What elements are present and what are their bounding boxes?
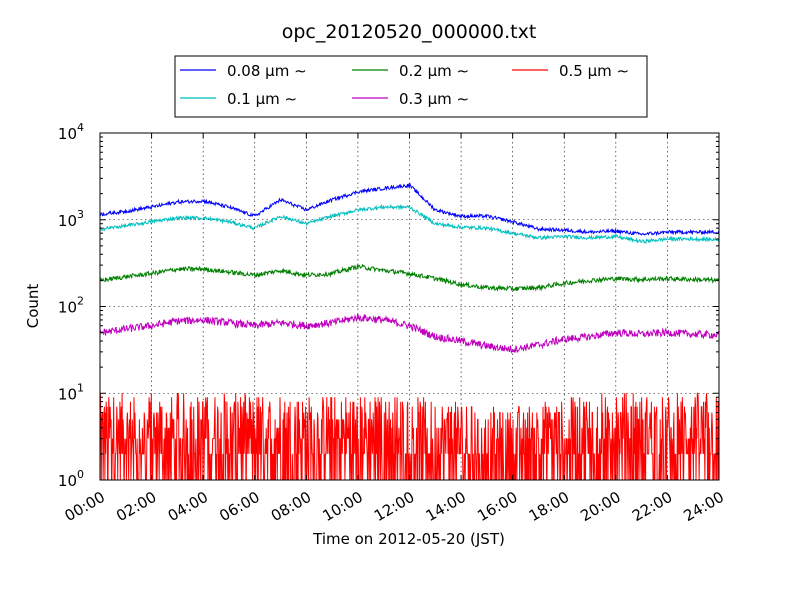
series-line-5	[100, 392, 719, 480]
legend: 0.08 µm ∼ 0.1 µm ∼ 0.2 µm ∼ 0.3 µm ∼ 0.5 µm …	[174, 55, 648, 118]
plot-lines	[100, 182, 719, 480]
y-tick-label: 101	[58, 381, 84, 403]
series-line-3	[100, 263, 719, 292]
series-line-4	[100, 313, 719, 354]
legend-label-2: 0.1 µm ∼	[227, 90, 297, 108]
chart-title: opc_20120520_000000.txt	[282, 21, 537, 43]
legend-label-3: 0.2 µm ∼	[399, 62, 469, 80]
legend-label-5: 0.5 µm ∼	[559, 62, 629, 80]
y-tick-label: 104	[58, 121, 84, 143]
series-line-2	[100, 203, 719, 244]
y-tick-label: 103	[58, 208, 84, 230]
y-axis-label: Count	[24, 284, 42, 329]
y-axis: 100 101 102 103 104	[58, 121, 719, 490]
legend-label-4: 0.3 µm ∼	[399, 90, 469, 108]
y-tick-label: 102	[58, 295, 84, 317]
legend-box	[174, 55, 648, 118]
x-axis-label: Time on 2012-05-20 (JST)	[312, 530, 505, 548]
y-tick-label: 100	[58, 468, 84, 490]
legend-label-1: 0.08 µm ∼	[227, 62, 307, 80]
series-line-1	[100, 182, 719, 237]
